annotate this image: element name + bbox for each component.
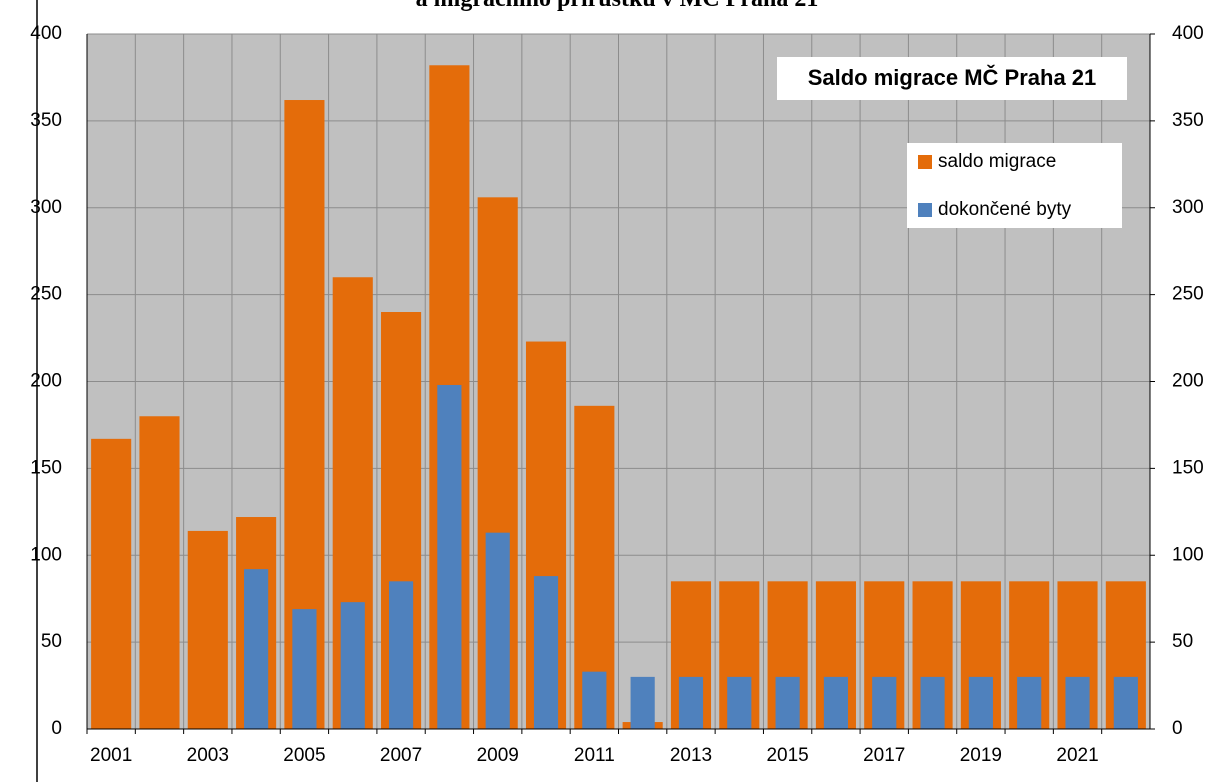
- x-tick-label: 2007: [380, 745, 422, 766]
- bar: [340, 602, 365, 729]
- y-tick-label: 50: [41, 631, 62, 652]
- x-tick-label: 2019: [960, 745, 1002, 766]
- bar: [244, 569, 269, 729]
- y2-tick-label: 0: [1172, 718, 1183, 739]
- y-tick-label: 400: [30, 23, 62, 44]
- bar: [187, 530, 228, 729]
- y2-tick-label: 250: [1172, 284, 1204, 305]
- legend-label: saldo migrace: [938, 151, 1056, 172]
- bar: [630, 676, 655, 729]
- bar: [292, 609, 317, 729]
- bar: [485, 532, 510, 729]
- bar: [582, 671, 607, 729]
- legend-swatch: [918, 203, 932, 217]
- bar: [1065, 676, 1090, 729]
- bar: [727, 676, 752, 729]
- x-tick-label: 2003: [187, 745, 229, 766]
- y2-tick-label: 300: [1172, 197, 1204, 218]
- x-tick-label: 2021: [1056, 745, 1098, 766]
- y2-tick-label: 350: [1172, 110, 1204, 131]
- x-tick-label: 2001: [90, 745, 132, 766]
- bar: [968, 676, 993, 729]
- x-tick-label: 2015: [766, 745, 808, 766]
- legend-box: [907, 143, 1122, 228]
- bar: [775, 676, 800, 729]
- bar: [823, 676, 849, 729]
- x-tick-label: 2017: [863, 745, 905, 766]
- y-tick-label: 250: [30, 284, 62, 305]
- chart-title: a migračního přírůstku v MČ Praha 21: [416, 0, 819, 12]
- x-tick-label: 2013: [670, 745, 712, 766]
- y-tick-label: 300: [30, 197, 62, 218]
- bar: [1017, 676, 1042, 729]
- bar: [872, 676, 897, 729]
- x-tick-label: 2009: [477, 745, 519, 766]
- x-tick-label: 2005: [283, 745, 325, 766]
- subtitle: Saldo migrace MČ Praha 21: [808, 65, 1097, 90]
- y2-tick-label: 400: [1172, 23, 1204, 44]
- bar: [388, 581, 414, 729]
- y-tick-label: 200: [30, 371, 62, 392]
- y2-tick-label: 50: [1172, 631, 1193, 652]
- y-tick-label: 350: [30, 110, 62, 131]
- y2-tick-label: 150: [1172, 457, 1204, 478]
- legend-label: dokončené byty: [938, 199, 1072, 220]
- bar: [91, 438, 132, 729]
- y-tick-label: 100: [30, 544, 62, 565]
- subtitle-box: [777, 57, 1127, 100]
- bar: [437, 384, 462, 729]
- bar: [920, 676, 945, 729]
- y-tick-label: 0: [51, 718, 62, 739]
- bar: [533, 576, 559, 729]
- y2-tick-label: 200: [1172, 371, 1204, 392]
- y2-tick-label: 100: [1172, 544, 1204, 565]
- y-tick-label: 150: [30, 457, 62, 478]
- legend-swatch: [918, 155, 932, 169]
- bar: [678, 676, 704, 729]
- bar: [139, 416, 180, 729]
- x-tick-label: 2011: [574, 745, 615, 766]
- bar: [1113, 676, 1138, 729]
